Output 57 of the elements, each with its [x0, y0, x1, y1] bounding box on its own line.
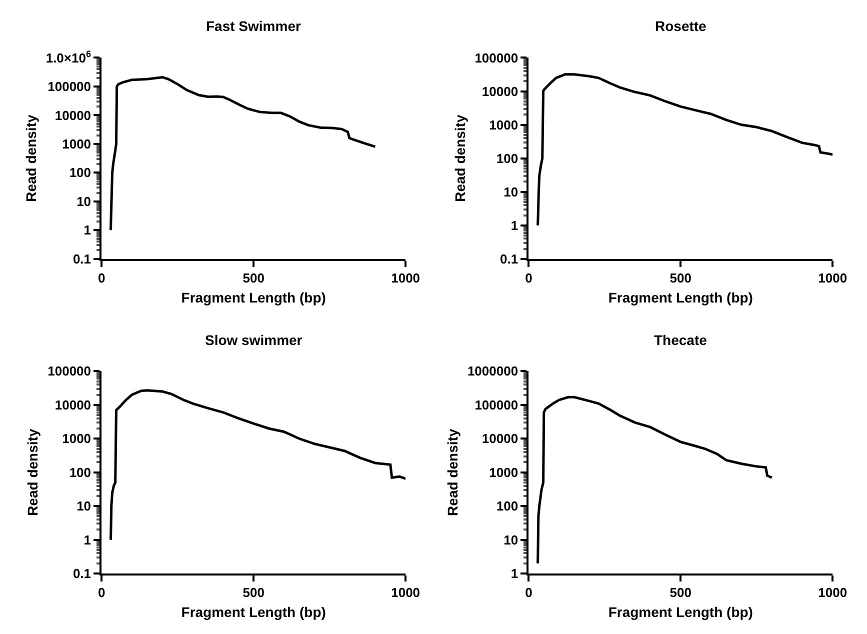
- y-tick-label: 10000: [54, 397, 92, 412]
- chart-title: Fast Swimmer: [206, 18, 302, 34]
- y-tick-label: 1000: [489, 117, 518, 132]
- chart-title: Thecate: [654, 332, 708, 348]
- y-tick-label: 0.1: [72, 566, 92, 582]
- x-tick-label: 0: [525, 585, 532, 600]
- x-tick-label: 1000: [391, 270, 420, 286]
- chart-title: Slow swimmer: [205, 332, 303, 348]
- line-series: [536, 396, 774, 565]
- x-tick-label: 0: [98, 585, 106, 600]
- x-tick-label: 1000: [391, 585, 420, 600]
- x-tick-label: 0: [525, 270, 532, 286]
- x-tick-label: 500: [242, 585, 264, 600]
- x-tick-label: 1000: [818, 585, 848, 600]
- y-tick-label: 100: [69, 165, 92, 180]
- x-axis-title: Fragment Length (bp): [181, 289, 326, 306]
- y-axis-title: Read density: [24, 428, 41, 516]
- y-tick-label: 1000: [489, 464, 518, 480]
- y-tick-label: 100: [69, 464, 92, 480]
- y-tick-label: 1000000: [467, 364, 518, 379]
- y-tick-label: 100000: [474, 50, 518, 66]
- x-tick-label: 1000: [818, 270, 848, 286]
- y-tick-label: 10: [76, 498, 92, 514]
- y-tick-label: 1: [510, 566, 518, 582]
- x-axis-title: Fragment Length (bp): [608, 289, 753, 306]
- y-tick-label: 0.1: [72, 251, 92, 266]
- y-tick-label: 10: [504, 184, 518, 200]
- y-tick-label: 1: [510, 218, 518, 233]
- y-tick-label: 100000: [48, 364, 92, 379]
- y-tick-label: 1000: [62, 136, 92, 152]
- y-tick-label: 10: [76, 194, 92, 209]
- y-tick-label: 10000: [482, 431, 518, 446]
- y-tick-label: 100000: [48, 79, 92, 94]
- line-series: [536, 73, 833, 227]
- line-series: [110, 76, 376, 232]
- y-tick-label: 100: [496, 150, 518, 166]
- y-tick-label: 0.1: [500, 251, 518, 266]
- y-axis-title: Read density: [452, 114, 468, 202]
- x-tick-label: 500: [670, 585, 692, 600]
- y-tick-label: 10: [504, 532, 518, 548]
- x-axis-title: Fragment Length (bp): [608, 604, 753, 620]
- chart-title: Rosette: [655, 18, 707, 34]
- y-tick-label: 1.0×10$^{6}$: [46, 48, 92, 66]
- y-tick-label: 10000: [482, 84, 518, 99]
- y-tick-label: 100: [496, 498, 518, 514]
- x-tick-label: 500: [242, 270, 264, 286]
- x-axis-title: Fragment Length (bp): [181, 604, 326, 620]
- line-series: [110, 389, 406, 542]
- x-tick-label: 500: [670, 270, 692, 286]
- y-tick-label: 100000: [474, 397, 518, 412]
- x-tick-label: 0: [98, 270, 106, 286]
- y-axis-title: Read density: [444, 428, 461, 516]
- y-tick-label: 10000: [54, 108, 92, 123]
- y-axis-title: Read density: [22, 114, 39, 202]
- y-tick-label: 1000: [62, 431, 92, 446]
- y-tick-label: 1: [84, 222, 92, 238]
- y-tick-label: 1: [84, 532, 92, 548]
